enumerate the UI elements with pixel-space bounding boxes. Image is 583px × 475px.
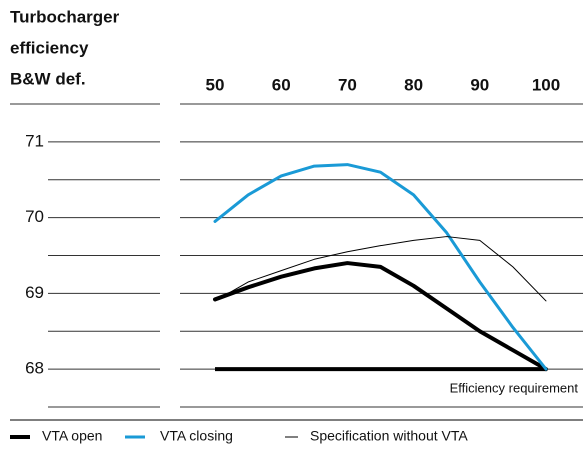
annotation: Efficiency requirement	[450, 381, 579, 396]
legend-label: Specification without VTA	[310, 428, 468, 444]
series-line	[214, 236, 547, 302]
x-tick-label: 50	[206, 75, 225, 94]
chart-title: Turbocharger	[10, 7, 120, 26]
x-tick-label: 60	[272, 75, 291, 94]
chart-title: efficiency	[10, 38, 89, 57]
x-tick-label: 90	[470, 75, 489, 94]
x-tick-label: 100	[532, 75, 560, 94]
series-line	[213, 261, 548, 372]
legend-label: VTA open	[42, 428, 102, 444]
y-tick-label: 71	[25, 131, 44, 150]
y-tick-label: 69	[25, 283, 44, 302]
x-tick-label: 80	[404, 75, 423, 94]
series-line	[213, 163, 548, 371]
y-tick-label: 70	[25, 207, 44, 226]
x-tick-label: 70	[338, 75, 357, 94]
legend-label: VTA closing	[160, 428, 233, 444]
chart-title: B&W def.	[10, 69, 86, 88]
y-tick-label: 68	[25, 359, 44, 378]
